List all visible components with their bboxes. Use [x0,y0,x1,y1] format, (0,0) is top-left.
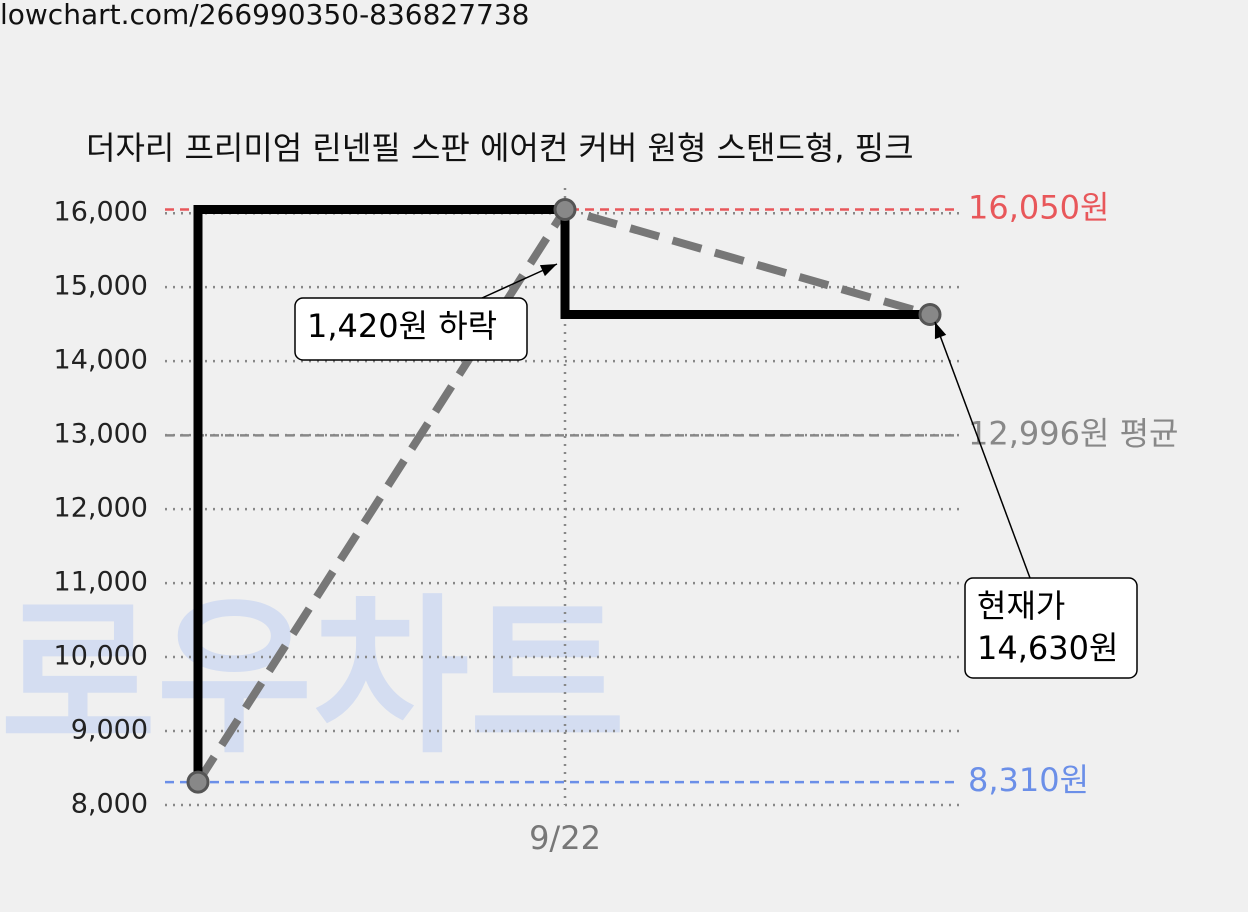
y-tick-label: 11,000 [54,567,148,598]
annotation-arrow [934,321,1031,579]
y-tick-label: 9,000 [71,715,148,746]
annotation-text: 현재가 [977,587,1065,625]
y-tick-label: 8,000 [71,789,148,820]
y-tick-label: 10,000 [54,641,148,672]
point-marker [553,197,577,221]
y-tick-label: 15,000 [54,271,148,302]
y-tick-label: 14,000 [54,345,148,376]
y-tick-label: 12,000 [54,493,148,524]
arrow-head [539,264,557,277]
point-marker [918,303,942,327]
annotation-box [964,577,1138,679]
annotation-box [294,297,528,361]
y-tick-label: 16,000 [54,197,148,228]
point-marker [186,770,210,794]
chart-title: 더자리 프리미엄 린넨필 스판 에어컨 커버 원형 스탠드형, 핑크 [86,129,914,167]
reference-label: 8,310원 [968,761,1089,799]
annotation-text: 14,630원 [977,629,1118,667]
annotation-text: 1,420원 하락 [307,307,497,345]
y-tick-label: 13,000 [54,419,148,450]
arrow-head [934,322,947,340]
url: lowchart.com/266990350-836827738 [0,0,530,31]
watermark: 로우차트 [0,579,626,777]
reference-label: 16,050원 [968,188,1109,226]
reference-label: 12,996원 평균 [968,414,1178,452]
x-tick-label: 9/22 [529,819,601,857]
